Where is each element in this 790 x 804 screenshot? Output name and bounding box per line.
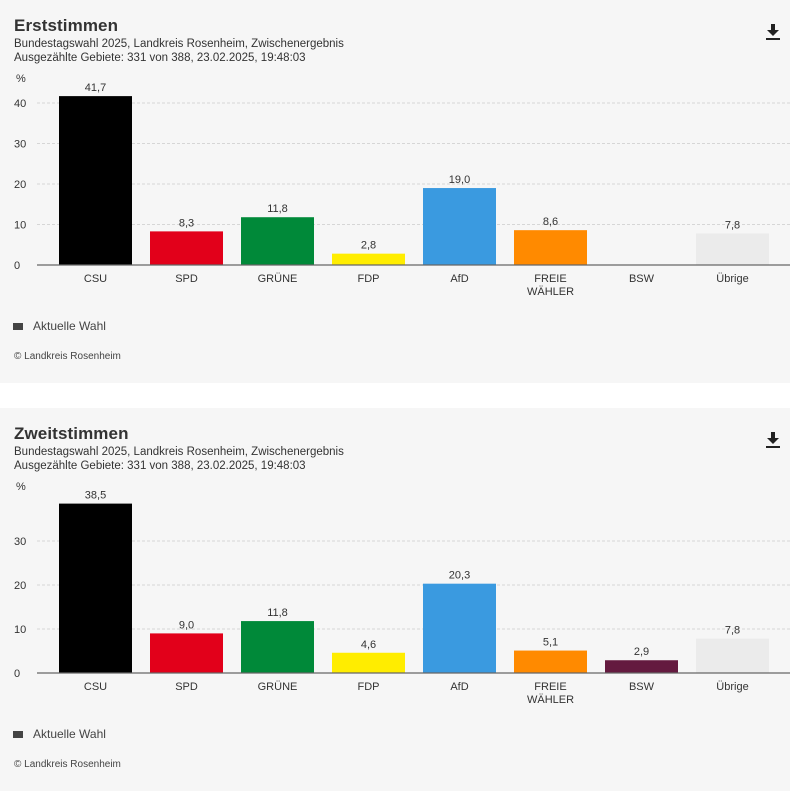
y-tick-label: 30 bbox=[14, 139, 26, 151]
value-label: 20,3 bbox=[449, 570, 470, 582]
x-tick-label: AfD bbox=[450, 681, 468, 693]
value-label: 11,8 bbox=[267, 203, 288, 215]
x-tick-label: BSW bbox=[629, 681, 655, 693]
x-tick-label: GRÜNE bbox=[258, 681, 298, 693]
download-button[interactable] bbox=[764, 430, 782, 448]
copyright: © Landkreis Rosenheim bbox=[14, 759, 121, 770]
bar-freie-wähler[interactable] bbox=[514, 650, 587, 673]
value-label: 7,8 bbox=[725, 219, 740, 231]
x-tick-label: Übrige bbox=[716, 273, 748, 285]
y-tick-label: 20 bbox=[14, 179, 26, 191]
x-tick-label: FREIE bbox=[534, 681, 566, 693]
bar-grüne[interactable] bbox=[241, 621, 314, 673]
chart-subtitle: Bundestagswahl 2025, Landkreis Rosenheim… bbox=[14, 446, 344, 458]
y-axis-unit: % bbox=[16, 73, 26, 85]
value-label: 19,0 bbox=[449, 174, 470, 186]
value-label: 11,8 bbox=[267, 607, 288, 619]
x-tick-label: FREIE bbox=[534, 273, 566, 285]
x-tick-label: Übrige bbox=[716, 681, 748, 693]
x-tick-label: FDP bbox=[358, 681, 380, 693]
legend-swatch bbox=[13, 730, 23, 738]
x-tick-label: SPD bbox=[175, 681, 198, 693]
value-label: 4,6 bbox=[361, 639, 376, 651]
y-tick-label: 0 bbox=[14, 668, 20, 680]
chart-subtitle: Bundestagswahl 2025, Landkreis Rosenheim… bbox=[14, 38, 344, 50]
download-icon bbox=[766, 24, 780, 40]
bar-übrige[interactable] bbox=[696, 638, 769, 673]
erststimmen-panel: Erststimmen Bundestagswahl 2025, Landkre… bbox=[0, 0, 790, 383]
legend-swatch bbox=[13, 322, 23, 330]
value-label: 5,1 bbox=[543, 637, 558, 649]
download-button[interactable] bbox=[764, 22, 782, 40]
bar-freie-wähler[interactable] bbox=[514, 230, 587, 265]
bar-grüne[interactable] bbox=[241, 217, 314, 265]
value-label: 38,5 bbox=[85, 490, 106, 502]
value-label: 8,6 bbox=[543, 216, 558, 228]
x-tick-label: CSU bbox=[84, 273, 107, 285]
legend-label: Aktuelle Wahl bbox=[33, 727, 106, 741]
bar-chart-erststimmen: % 0 10 20 30 40 41,7 CSU 8,3 SPD 11,8 GRÜNE 2,8 FDP 19… bbox=[14, 73, 790, 298]
legend: Aktuelle Wahl bbox=[13, 319, 106, 333]
legend-label: Aktuelle Wahl bbox=[33, 319, 106, 333]
bar-übrige[interactable] bbox=[696, 233, 769, 265]
value-label: 41,7 bbox=[85, 82, 106, 94]
chart-count-info: Ausgezählte Gebiete: 331 von 388, 23.02.… bbox=[14, 460, 306, 472]
x-tick-label: GRÜNE bbox=[258, 273, 298, 285]
x-tick-label: WÄHLER bbox=[527, 286, 574, 298]
bar-fdp[interactable] bbox=[332, 253, 405, 265]
value-label: 8,3 bbox=[179, 217, 194, 229]
chart-count-info: Ausgezählte Gebiete: 331 von 388, 23.02.… bbox=[14, 52, 306, 64]
chart-title: Zweitstimmen bbox=[14, 424, 129, 443]
download-icon bbox=[766, 432, 780, 448]
x-tick-label: SPD bbox=[175, 273, 198, 285]
legend: Aktuelle Wahl bbox=[13, 727, 106, 741]
y-tick-label: 20 bbox=[14, 580, 26, 592]
x-tick-label: WÄHLER bbox=[527, 694, 574, 706]
bar-chart-zweitstimmen: % 0 10 20 30 38,5 CSU 9,0 SPD 11,8 GRÜNE 4,6 FDP 20,3… bbox=[14, 481, 790, 706]
y-tick-label: 40 bbox=[14, 98, 26, 110]
bar-csu[interactable] bbox=[59, 503, 132, 673]
x-tick-label: FDP bbox=[358, 273, 380, 285]
bar-fdp[interactable] bbox=[332, 652, 405, 673]
value-label: 2,8 bbox=[361, 240, 376, 252]
y-tick-label: 10 bbox=[14, 624, 26, 636]
zweitstimmen-panel: Zweitstimmen Bundestagswahl 2025, Landkr… bbox=[0, 408, 790, 791]
bar-csu[interactable] bbox=[59, 96, 132, 266]
bar-spd[interactable] bbox=[150, 231, 223, 265]
y-tick-label: 30 bbox=[14, 536, 26, 548]
copyright: © Landkreis Rosenheim bbox=[14, 351, 121, 362]
bar-afd[interactable] bbox=[423, 583, 496, 673]
bar-afd[interactable] bbox=[423, 188, 496, 265]
bar-bsw[interactable] bbox=[605, 660, 678, 673]
value-label: 7,8 bbox=[725, 625, 740, 637]
bar-spd[interactable] bbox=[150, 633, 223, 673]
value-label: 2,9 bbox=[634, 646, 649, 658]
x-tick-label: AfD bbox=[450, 273, 468, 285]
value-label: 9,0 bbox=[179, 619, 194, 631]
chart-title: Erststimmen bbox=[14, 16, 119, 35]
y-axis-unit: % bbox=[16, 481, 26, 493]
y-tick-label: 10 bbox=[14, 220, 26, 232]
x-tick-label: BSW bbox=[629, 273, 655, 285]
x-tick-label: CSU bbox=[84, 681, 107, 693]
y-tick-label: 0 bbox=[14, 260, 20, 272]
